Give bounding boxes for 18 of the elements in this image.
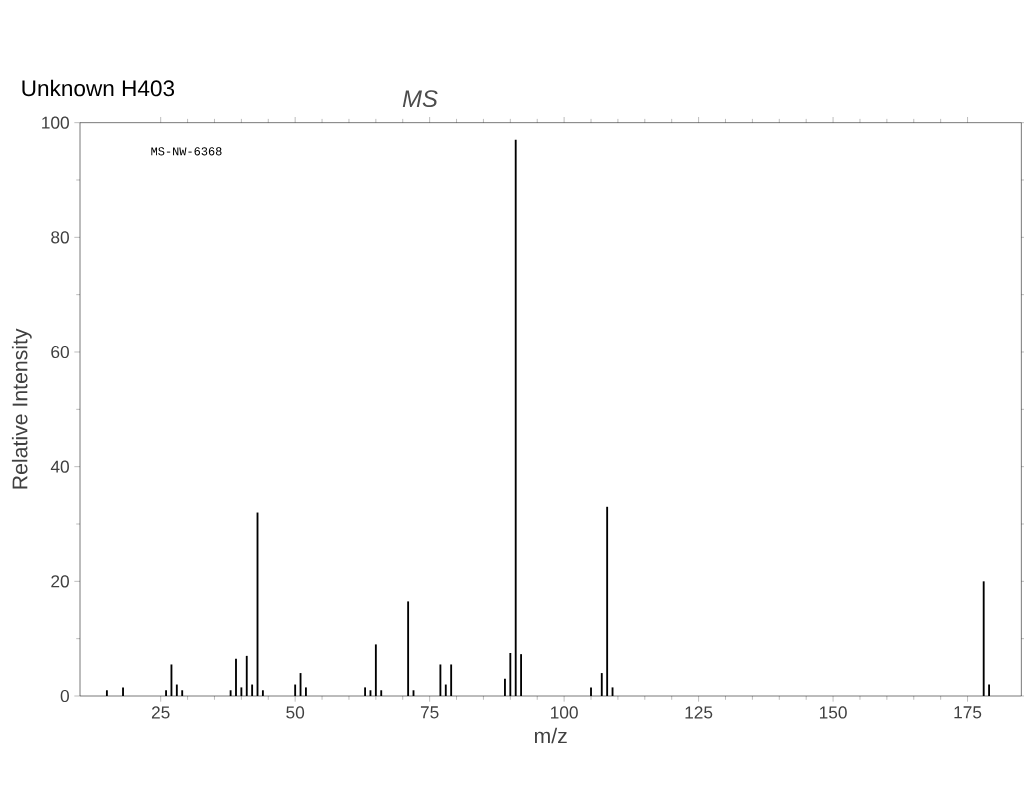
x-tick-label: 150 (819, 706, 847, 719)
y-tick-label: 0 (60, 689, 69, 703)
x-tick-label: 125 (685, 706, 713, 719)
x-tick-label: 50 (286, 706, 305, 719)
y-tick-label: 100 (42, 116, 69, 129)
chart-title: Unknown H403 (22, 79, 175, 97)
y-tick-label: 60 (51, 345, 69, 359)
x-tick-label: 25 (151, 706, 170, 719)
x-tick-label: 175 (954, 706, 982, 719)
x-tick-label: 75 (420, 706, 439, 719)
y-axis-title: Relative Intensity (11, 328, 32, 489)
annotation: MS-NW-6368 (151, 147, 222, 156)
x-tick-label: 100 (551, 706, 578, 719)
y-tick-label: 40 (50, 460, 69, 473)
y-tick-label: 20 (51, 575, 69, 588)
y-tick-label: 80 (51, 231, 69, 244)
x-axis-title: m/z (534, 727, 567, 744)
text: MS (402, 90, 438, 108)
